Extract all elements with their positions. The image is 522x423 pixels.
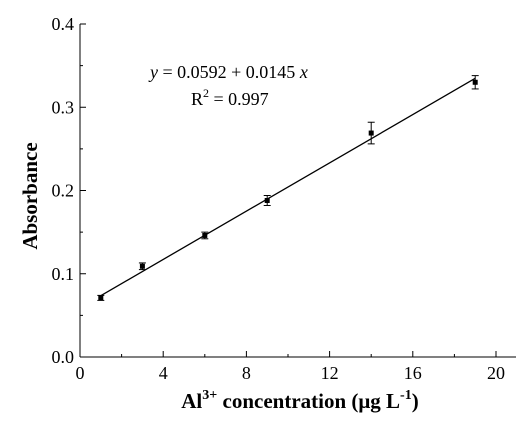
- data-point: [264, 197, 270, 203]
- data-point: [472, 79, 478, 85]
- x-tick-label: 20: [487, 363, 505, 383]
- x-tick-label: 4: [159, 363, 168, 383]
- data-point: [98, 295, 104, 301]
- y-tick-label: 0.1: [52, 264, 75, 284]
- r-squared-label: R2 = 0.997: [191, 86, 269, 109]
- y-tick-label: 0.4: [52, 14, 75, 34]
- fit-layer: [100, 77, 476, 297]
- x-tick-label: 8: [242, 363, 251, 383]
- points-layer: [97, 75, 479, 301]
- axis-ticks: 0 4 8 12 16 20 0.0 0.1 0.2 0.3 0.4: [52, 14, 506, 383]
- regression-line: [100, 77, 476, 297]
- data-point: [202, 232, 208, 238]
- x-tick-label: 0: [76, 363, 85, 383]
- data-point: [368, 130, 374, 136]
- x-tick-label: 16: [404, 363, 422, 383]
- x-axis-title: Al3+ concentration (μg L-1): [181, 388, 418, 413]
- data-point: [139, 263, 145, 269]
- y-tick-label: 0.2: [52, 181, 75, 201]
- regression-equation: y = 0.0592 + 0.0145 x: [148, 62, 308, 82]
- y-tick-label: 0.3: [52, 97, 75, 117]
- y-tick-label: 0.0: [52, 347, 75, 367]
- x-tick-label: 12: [321, 363, 339, 383]
- y-axis-title: Absorbance: [18, 142, 42, 249]
